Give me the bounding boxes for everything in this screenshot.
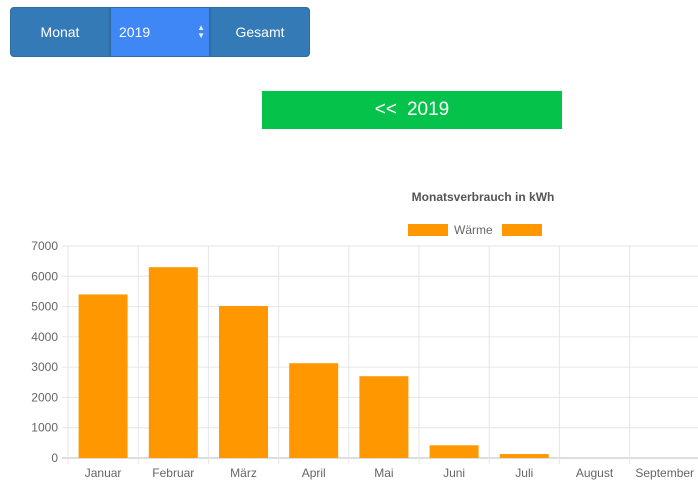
x-tick-label: April [302,466,326,480]
y-tick-label: 1000 [31,421,58,435]
x-tick-label: Januar [85,466,122,480]
bar-3 [219,305,268,458]
x-tick-label: Juni [443,466,465,480]
x-tick-label: August [576,466,614,480]
year-banner: << 2019 [262,91,562,129]
y-tick-label: 5000 [31,300,58,314]
x-tick-label: Februar [152,466,194,480]
banner-year: 2019 [406,99,450,120]
y-tick-label: 2000 [31,390,58,404]
x-tick-label: Mai [374,466,393,480]
bar-2 [148,267,198,458]
select-arrows-icon: ▲ ▼ [197,23,205,40]
total-button[interactable]: Gesamt [210,7,310,57]
x-tick-label: September [635,466,694,480]
legend-swatch-series-2 [502,224,542,236]
year-select-value: 2019 [119,24,151,40]
legend-label-waerme: Wärme [454,223,493,237]
chart-title: Monatsverbrauch in kWh [412,190,555,204]
y-tick-label: 0 [51,451,58,465]
x-tick-label: Juli [515,466,533,480]
bar-5 [359,376,409,458]
toolbar: Monat 2019 ▲ ▼ Gesamt [10,7,310,57]
previous-year-link[interactable]: << [374,99,397,120]
legend-swatch-waerme [408,224,448,236]
bar-7 [499,454,549,458]
month-button[interactable]: Monat [10,7,110,57]
bar-6 [429,445,479,458]
y-tick-label: 4000 [31,330,58,344]
y-tick-label: 7000 [31,239,58,253]
y-tick-label: 3000 [31,360,58,374]
y-tick-label: 6000 [31,269,58,283]
bar-1 [78,294,128,458]
x-tick-label: März [230,466,257,480]
year-select[interactable]: 2019 ▲ ▼ [110,7,210,57]
bar-4 [289,363,339,458]
